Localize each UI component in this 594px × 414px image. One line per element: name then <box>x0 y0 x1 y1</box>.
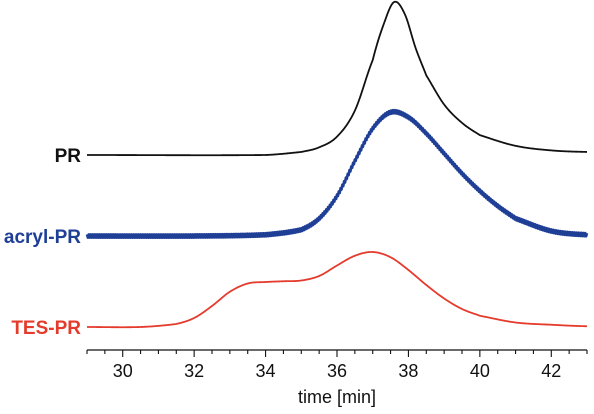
series-label-tes-pr: TES-PR <box>11 318 81 339</box>
x-tick-label: 38 <box>398 361 418 381</box>
x-tick-label: 30 <box>113 361 133 381</box>
x-axis-title: time [min] <box>298 387 376 407</box>
x-tick-label: 34 <box>256 361 276 381</box>
x-axis: 30 32 34 36 38 40 42 time [min] <box>86 349 588 407</box>
x-tick-label: 40 <box>470 361 490 381</box>
x-tick-label: 42 <box>541 361 561 381</box>
x-tick-label: 32 <box>184 361 204 381</box>
series-label-pr: PR <box>55 146 82 167</box>
trace-tes-pr <box>86 251 588 329</box>
series-label-acryl-pr: acryl-PR <box>4 227 81 248</box>
trace-pr <box>86 0 588 157</box>
series-labels-layer: PR acryl-PR TES-PR <box>4 146 81 339</box>
x-tick-label: 36 <box>327 361 347 381</box>
x-ticks: 30 32 34 36 38 40 42 <box>86 350 588 381</box>
trace-acryl-pr <box>85 108 589 239</box>
traces-layer <box>85 0 589 329</box>
